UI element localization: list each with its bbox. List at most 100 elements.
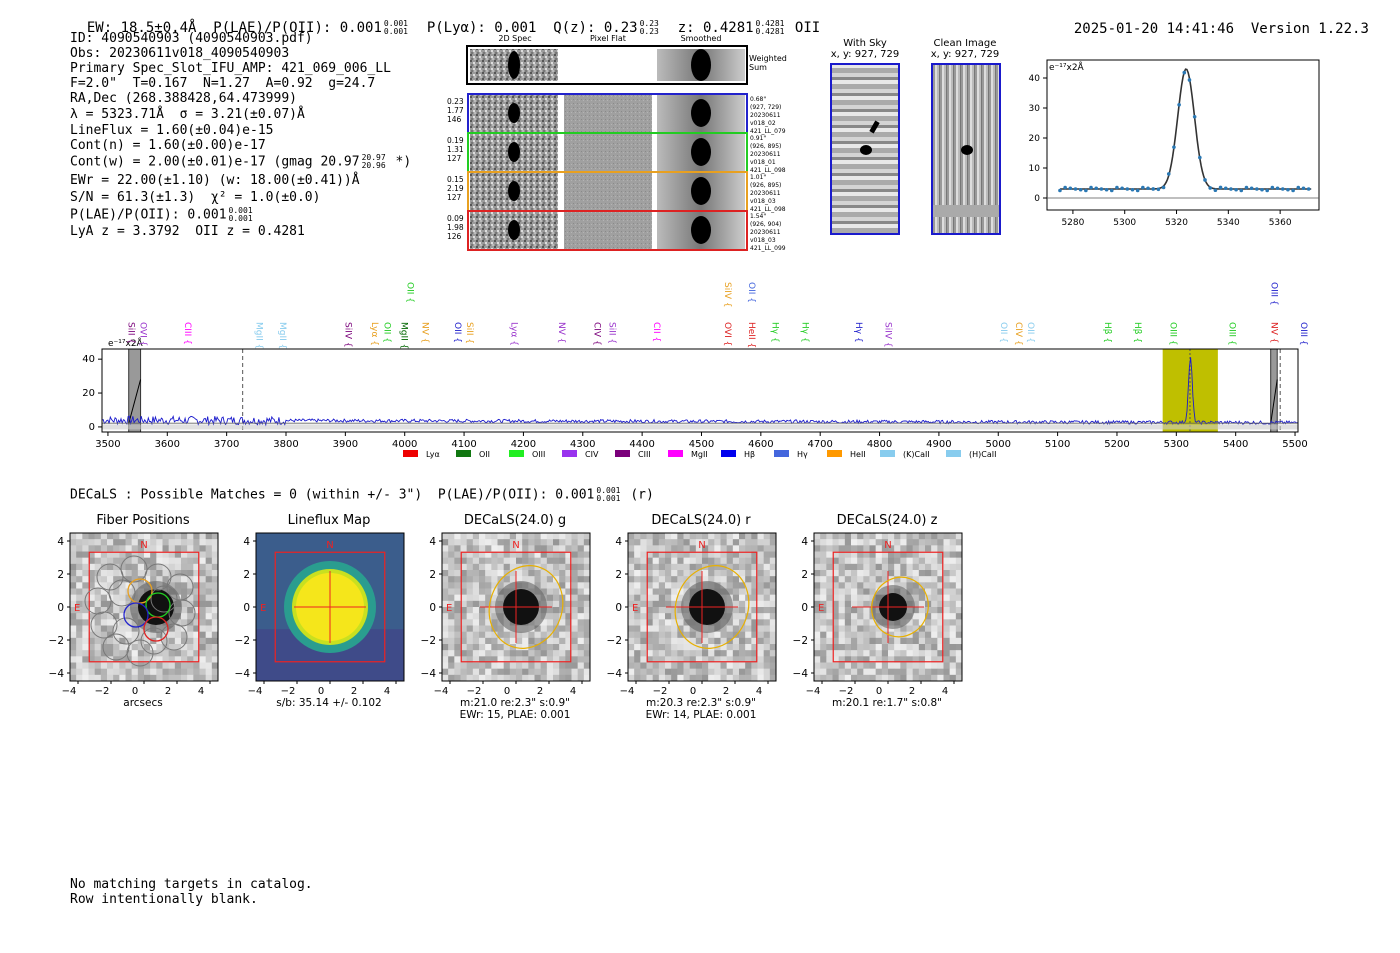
cutout-aperture-box (274, 551, 386, 663)
cutout-ytick: −2 (421, 635, 436, 647)
zoom-data-point (1115, 185, 1119, 190)
cutout-xtick: 4 (197, 686, 205, 697)
north-label: N (698, 540, 705, 551)
cutout-title: Lineflux Map (287, 513, 371, 528)
version: Version 1.22.3 (1250, 21, 1369, 37)
line-label: OVI { (138, 322, 148, 346)
line-label: Hγ { (853, 322, 863, 343)
spec2d-header-smoothed: Smoothed (681, 34, 722, 43)
spec2d-row-right-value: 20230611 (750, 112, 781, 119)
header-right: 2025-01-20 14:41:46 Version 1.22.3 (1057, 5, 1369, 37)
spec2d-header-pixelflat: Pixel Flat (590, 34, 626, 43)
full-xtick: 4200 (511, 439, 536, 450)
cutout-xtick: 2 (536, 686, 544, 697)
cutout-xtick: 2 (350, 686, 358, 697)
cutout-caption: m:21.0 re:2.3" s:0.9" EWr: 15, PLAE: 0.00… (459, 697, 571, 721)
cutout-ytick: 4 (57, 536, 64, 548)
cutout-ytick: 4 (429, 536, 436, 548)
header-plae-frac: 0.001 0.001 (383, 19, 408, 36)
spec2d-row-right-value: 20230611 (750, 229, 781, 236)
zoom-data-point (1187, 78, 1192, 82)
cutout-aperture-box (646, 551, 758, 663)
zoom-fit-ylabel: e⁻¹⁷x2Å (1049, 61, 1085, 73)
header-z-frac: 0.4281 0.4281 (755, 19, 785, 36)
full-xtick: 5200 (1104, 439, 1129, 450)
cutout-xtick: −2 (838, 686, 854, 697)
cutout-ytick: 2 (615, 569, 622, 581)
legend-label: (H)CaII (969, 450, 996, 459)
line-label: Hγ { (770, 322, 780, 343)
full-ytick: 0 (89, 422, 95, 433)
info-params: F=2.0" T=0.167 N=1.27 A=0.92 g=24.7 (70, 76, 376, 91)
zoom-data-point (1208, 186, 1212, 190)
full-xtick: 3800 (273, 439, 298, 450)
spec2d-row-right-value: 20230611 (750, 190, 781, 197)
line-label: Lyα { (509, 322, 519, 346)
full-xtick: 4000 (392, 439, 417, 450)
zoom-data-point (1291, 188, 1295, 193)
line-label: Lyα { (369, 322, 379, 346)
zoom-data-point (1192, 114, 1197, 119)
legend-label: CIV (585, 450, 599, 459)
cutout-plot: N E 4 2 0 −2 −4 (793, 532, 963, 684)
cutout-ytick: −2 (607, 635, 622, 647)
full-xtick: 3500 (95, 439, 120, 450)
line-label: SiIV { (342, 322, 352, 348)
north-label: N (140, 540, 147, 551)
full-xtick: 4800 (867, 439, 892, 450)
header-z-line: OII (794, 20, 821, 36)
cutout-aperture-box (88, 551, 200, 663)
cutout-ytick: −4 (607, 668, 623, 680)
zoom-data-point (1275, 186, 1280, 191)
full-xtick: 4500 (689, 439, 714, 450)
zoom-ytick: 10 (1029, 164, 1041, 174)
line-label: SiIV { (882, 322, 892, 348)
legend-label: Hγ (797, 450, 808, 459)
cutout-xtick: 0 (689, 686, 697, 697)
line-label: Hγ { (799, 322, 809, 343)
legend-label: (K)CaII (903, 450, 930, 459)
legend-label: OIII (532, 450, 545, 459)
zoom-data-point (1239, 188, 1244, 193)
line-label: OVI { (722, 322, 732, 346)
line-label: CIII { (182, 322, 192, 345)
zoom-data-point (1260, 187, 1264, 192)
full-xtick: 5300 (1164, 439, 1189, 450)
cutout-aperture-box (832, 551, 944, 663)
zoom-fit-svg: e⁻¹⁷x2Å 5280 5300 5320 5340 5360 0 10 20 30 40 (1029, 59, 1320, 228)
legend-label: MgII (691, 450, 708, 459)
zoom-data-point (1141, 185, 1145, 190)
zoom-data-point (1203, 178, 1207, 182)
spec2d-row-right-value: 1.01" (750, 174, 766, 181)
line-label: SiIV { (722, 282, 732, 308)
legend-label: CIII (638, 450, 651, 459)
line-label: HeII { (746, 322, 756, 348)
zoom-ytick: 20 (1029, 134, 1041, 144)
full-xtick: 4400 (629, 439, 654, 450)
cutout-ytick: 2 (57, 569, 64, 581)
weighted-sum-label: Weighted Sum (749, 54, 787, 72)
full-xtick: 4600 (748, 439, 773, 450)
spec2d-row-left-value: 126 (447, 232, 462, 241)
zoom-data-point (1177, 102, 1181, 107)
spec2d-row-right-value: (926, 895) (750, 143, 781, 150)
legend-swatch (721, 450, 736, 457)
zoom-data-point (1058, 188, 1062, 193)
zoom-data-point (1130, 187, 1135, 192)
spec2d-row-right-value: 20230611 (750, 151, 781, 158)
zoom-data-point (1156, 187, 1161, 192)
galaxy-ellipse (674, 565, 750, 649)
info-radec: RA,Dec (268.388428,64.473999) (70, 91, 297, 106)
header-qz: Q(z): 0.23 (553, 20, 638, 36)
with-sky-image (830, 63, 900, 235)
spec2d-row-right-value: (926, 904) (750, 221, 781, 228)
zoom-data-point (1249, 186, 1254, 191)
zoom-data-point (1104, 187, 1109, 192)
zoom-data-point (1280, 187, 1285, 191)
zoom-data-point (1296, 185, 1301, 190)
line-label: MgII { (399, 322, 409, 349)
zoom-xtick: 5280 (1061, 218, 1084, 228)
legend-swatch (880, 450, 895, 457)
cutout-ytick: −2 (235, 635, 250, 647)
zoom-xtick: 5360 (1269, 218, 1292, 228)
